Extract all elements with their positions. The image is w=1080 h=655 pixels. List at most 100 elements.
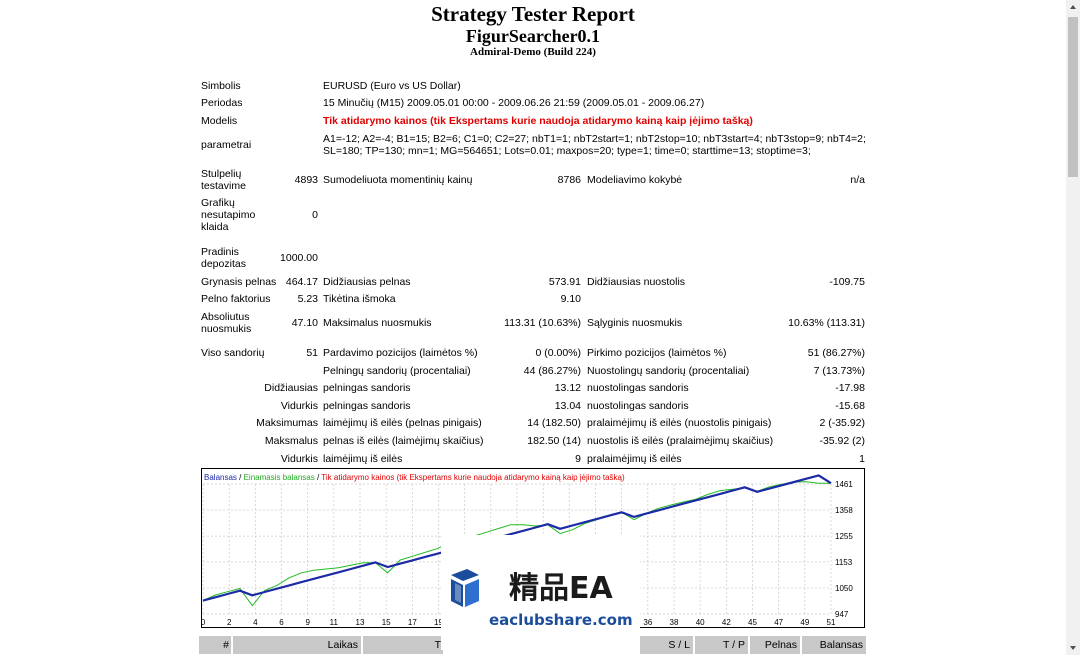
x-tick-label: 38 <box>670 618 679 627</box>
params-label: parametrai <box>201 139 252 151</box>
gross-loss-label: Didžiausias nuostolis <box>587 276 686 288</box>
legend-balance: Balansas <box>204 473 237 482</box>
largest-label: Didžiausias <box>264 382 318 394</box>
symbol-value: EURUSD (Euro vs US Dollar) <box>323 80 461 92</box>
legend-model: Tik atidarymo kainos (tik Ekspertams kur… <box>321 473 625 482</box>
scroll-up-arrow-icon[interactable] <box>1066 0 1080 14</box>
y-tick-label: 1050 <box>835 584 853 593</box>
bars-label-1: Stulpelių <box>201 168 242 180</box>
max-cons-losses-value: 2 (-35.92) <box>819 417 865 429</box>
x-tick-label: 9 <box>305 618 310 627</box>
ticks-label: Sumodeliuota momentinių kainų <box>323 174 473 186</box>
max-cons-profit-label: pelnas iš eilės (laimėjimų skaičius) <box>323 435 484 447</box>
max-cons-loss-label: nuostolis iš eilės (pralaimėjimų skaičiu… <box>587 435 774 447</box>
x-tick-label: 6 <box>279 618 284 627</box>
average-label: Vidurkis <box>280 400 318 412</box>
report-title: Strategy Tester Report <box>431 2 635 26</box>
ticks-value: 8786 <box>557 174 581 186</box>
max-cons-losses-label: pralaimėjimų iš eilės (nuostolis pinigai… <box>587 417 772 429</box>
long-positions-label: Pirkimo pozicijos (laimėtos %) <box>587 347 727 359</box>
expert-name: FigurSearcher0.1 <box>465 26 601 46</box>
model-value: Tik atidarymo kainos (tik Ekspertams kur… <box>323 115 753 127</box>
params-line-2: SL=180; TP=130; mn=1; MG=564651; Lots=0.… <box>323 145 811 157</box>
max-drawdown-value: 113.31 (10.63%) <box>504 317 581 329</box>
x-tick-label: 15 <box>382 618 391 627</box>
payoff-value: 9.10 <box>560 293 581 305</box>
col-header-balance: Balansas <box>802 636 866 654</box>
book-stack-icon <box>451 569 479 607</box>
svg-text:Balansas / Einamasis balansas: Balansas / Einamasis balansas / Tik atid… <box>204 473 625 482</box>
equity-series-line <box>202 481 831 607</box>
max-cons-wins-label: laimėjimų iš eilės (pelnas pinigais) <box>323 417 482 429</box>
mismatch-label-2: nesutapimo <box>201 209 256 221</box>
abs-drawdown-label-1: Absoliutus <box>201 311 250 323</box>
model-label: Modelis <box>201 115 238 127</box>
mismatch-label-1: Grafikų <box>201 197 235 209</box>
total-trades-value: 51 <box>306 347 318 359</box>
scroll-down-arrow-icon[interactable] <box>1066 641 1080 655</box>
x-tick-label: 19 <box>434 618 443 627</box>
x-tick-label: 11 <box>330 618 339 627</box>
quality-value: n/a <box>850 174 865 186</box>
deposit-label-2: depozitas <box>201 258 246 270</box>
max-cons-profit-value: 182.50 (14) <box>527 435 581 447</box>
col-header-sl: S / L <box>640 636 693 654</box>
vertical-scrollbar[interactable] <box>1066 0 1080 655</box>
watermark-url: eaclubshare.com <box>489 611 633 629</box>
x-tick-label: 51 <box>827 618 836 627</box>
x-tick-label: 0 <box>201 618 206 627</box>
col-header-type: Ti <box>363 636 443 654</box>
avg-cons-losses-label: pralaimėjimų iš eilės <box>587 453 682 465</box>
net-profit-label: Grynasis pelnas <box>201 276 277 288</box>
x-tick-label: 2 <box>227 618 232 627</box>
x-tick-label: 49 <box>800 618 809 627</box>
x-tick-label: 47 <box>774 618 783 627</box>
y-tick-label: 1153 <box>835 558 853 567</box>
x-tick-label: 36 <box>643 618 652 627</box>
gross-profit-label: Didžiausias pelnas <box>323 276 411 288</box>
params-line-1: A1=-12; A2=-4; B1=15; B2=6; C1=0; C2=27;… <box>323 133 866 145</box>
maximal-label: Maksmalus <box>264 435 318 447</box>
rel-drawdown-label: Sąlyginis nuosmukis <box>587 317 683 329</box>
mismatch-value: 0 <box>312 209 318 221</box>
avg-profit-value: 13.04 <box>554 400 581 412</box>
rel-drawdown-value: 10.63% (113.31) <box>788 317 865 329</box>
col-header-tp: T / P <box>695 636 748 654</box>
total-trades-label: Viso sandorių <box>201 347 265 359</box>
abs-drawdown-value: 47.10 <box>291 317 318 329</box>
gross-loss-value: -109.75 <box>829 276 865 288</box>
y-tick-label: 947 <box>835 610 849 619</box>
deposit-value: 1000.00 <box>280 252 318 264</box>
deposit-label-1: Pradinis <box>201 246 239 258</box>
avg-loss-label: nuostolingas sandoris <box>587 400 689 412</box>
net-profit-value: 464.17 <box>285 276 318 288</box>
avg-profit-label: pelningas sandoris <box>323 400 411 412</box>
col-header-index: # <box>199 636 231 654</box>
scroll-thumb[interactable] <box>1068 17 1078 177</box>
y-tick-label: 1461 <box>835 480 853 489</box>
avg-loss-value: -15.68 <box>835 400 865 412</box>
mismatch-label-3: klaida <box>201 221 229 233</box>
avg-cons-wins-value: 9 <box>575 453 581 465</box>
col-header-profit: Pelnas <box>750 636 800 654</box>
x-tick-label: 17 <box>408 618 417 627</box>
period-label: Periodas <box>201 97 243 109</box>
short-positions-value: 0 (0.00%) <box>535 347 581 359</box>
profit-factor-value: 5.23 <box>297 293 318 305</box>
largest-loss-label: nuostolingas sandoris <box>587 382 689 394</box>
loss-trades-label: Nuostolingų sandorių (procentaliai) <box>587 365 750 377</box>
x-tick-label: 40 <box>696 618 705 627</box>
x-tick-label: 42 <box>722 618 731 627</box>
legend-separator-1: / <box>237 473 244 482</box>
build-info: Admiral-Demo (Build 224) <box>470 46 596 58</box>
gross-profit-value: 573.91 <box>548 276 581 288</box>
quality-label: Modeliavimo kokybė <box>587 174 683 186</box>
largest-profit-value: 13.12 <box>554 382 581 394</box>
period-value: 15 Minučių (M15) 2009.05.01 00:00 - 2009… <box>323 97 705 109</box>
abs-drawdown-label-2: nuosmukis <box>201 323 252 335</box>
y-tick-label: 1255 <box>835 532 853 541</box>
long-positions-value: 51 (86.27%) <box>807 347 865 359</box>
max-cons-wins-value: 14 (182.50) <box>527 417 581 429</box>
payoff-label: Tikėtina išmoka <box>323 293 396 305</box>
bars-label-2: testavime <box>201 180 246 192</box>
